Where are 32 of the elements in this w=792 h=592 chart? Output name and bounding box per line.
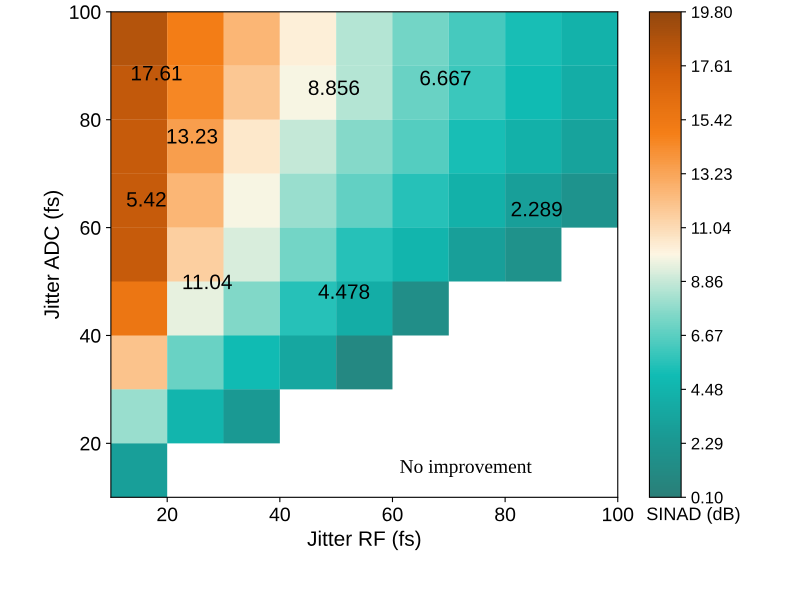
color-bar-label: 0.10 xyxy=(691,492,723,504)
annotation: 5.42 xyxy=(126,192,166,207)
color-bar-label: 15.42 xyxy=(692,114,732,126)
color-bar-label: 4.48 xyxy=(691,384,723,396)
y-tick-label: 60 xyxy=(80,221,100,235)
y-tick-label: 40 xyxy=(80,328,100,343)
annotation: 13.23 xyxy=(168,128,218,144)
color-bar-label: 17.61 xyxy=(692,60,732,72)
annotation: 8.856 xyxy=(308,80,360,96)
y-axis-title: Jitter ADC (fs) xyxy=(44,191,64,320)
y-tick-label: 80 xyxy=(80,113,100,127)
x-axis-title: Jitter RF (fs) xyxy=(307,530,420,550)
annotation: No improvement xyxy=(400,460,532,477)
color-bar-label: 13.23 xyxy=(692,168,732,180)
annotation: 2.289 xyxy=(512,202,562,216)
annotation: 17.61 xyxy=(132,66,182,81)
x-tick-label: 40 xyxy=(269,508,290,522)
x-tick-label: 20 xyxy=(157,508,178,522)
annotation: 6.667 xyxy=(420,70,470,86)
y-tick-label: 20 xyxy=(80,436,100,451)
color-bar-label: 8.86 xyxy=(692,276,723,288)
color-bar-label: 2.29 xyxy=(692,438,722,450)
x-tick-label: 60 xyxy=(382,508,403,522)
color-bar-label: 19.80 xyxy=(692,6,732,18)
color-bar-label: 6.67 xyxy=(692,330,722,342)
x-tick-label: 80 xyxy=(495,508,516,522)
y-tick-label: 100 xyxy=(70,5,100,20)
color-bar-title: SINAD (dB) xyxy=(647,506,740,524)
annotation: 4.478 xyxy=(318,284,370,299)
color-bar-label: 11.04 xyxy=(692,222,731,234)
annotation: 11.04 xyxy=(183,274,232,290)
x-tick-label: 100 xyxy=(603,508,634,522)
